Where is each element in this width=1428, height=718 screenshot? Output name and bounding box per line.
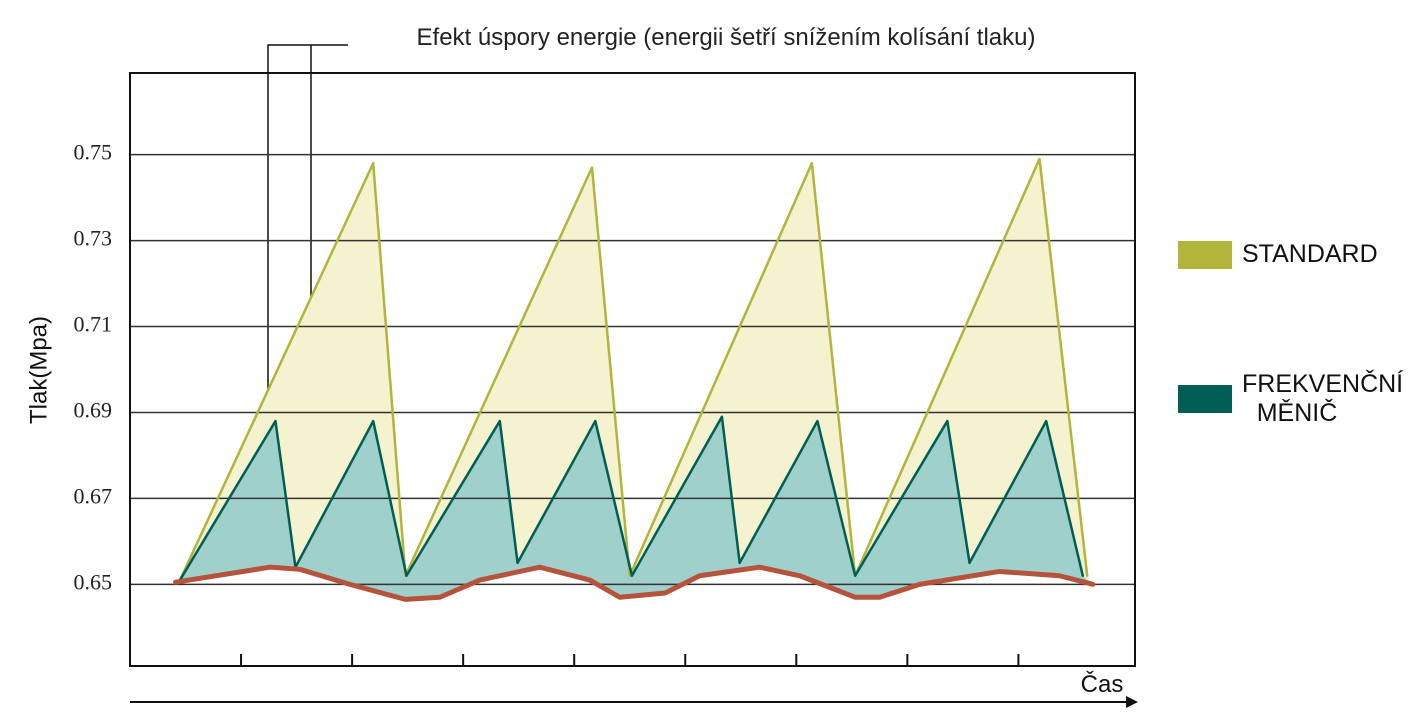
series-line xyxy=(178,415,1085,582)
time-arrow-head xyxy=(1126,696,1138,708)
y-axis-label: Tlak(Mpa) xyxy=(25,316,52,424)
annotation: Efekt úspory energie (energii šetří sníž… xyxy=(417,24,1036,51)
x-axis-label: Čas xyxy=(1081,670,1124,698)
legend-item: FREKVENČNÍ MĚNIČ xyxy=(1178,370,1404,428)
legend-swatch xyxy=(1178,385,1232,413)
leader-line xyxy=(267,44,348,488)
legend-swatch xyxy=(1178,240,1232,269)
y-tick-label: 0.71 xyxy=(74,312,113,337)
y-tick-label: 0.73 xyxy=(74,226,113,251)
y-tick-label: 0.65 xyxy=(74,569,113,594)
legend-label: FREKVENČNÍ MĚNIČ xyxy=(1242,370,1404,427)
y-tick-label: 0.69 xyxy=(74,398,113,423)
legend-label: STANDARD xyxy=(1242,240,1378,268)
series-line xyxy=(173,564,1096,602)
plot xyxy=(130,153,1135,600)
series-line xyxy=(178,157,1089,582)
legend-item: STANDARD xyxy=(1178,240,1378,269)
y-tick-label: 0.75 xyxy=(74,140,113,165)
plot-frame xyxy=(129,72,1136,667)
y-tick-label: 0.67 xyxy=(74,483,113,508)
